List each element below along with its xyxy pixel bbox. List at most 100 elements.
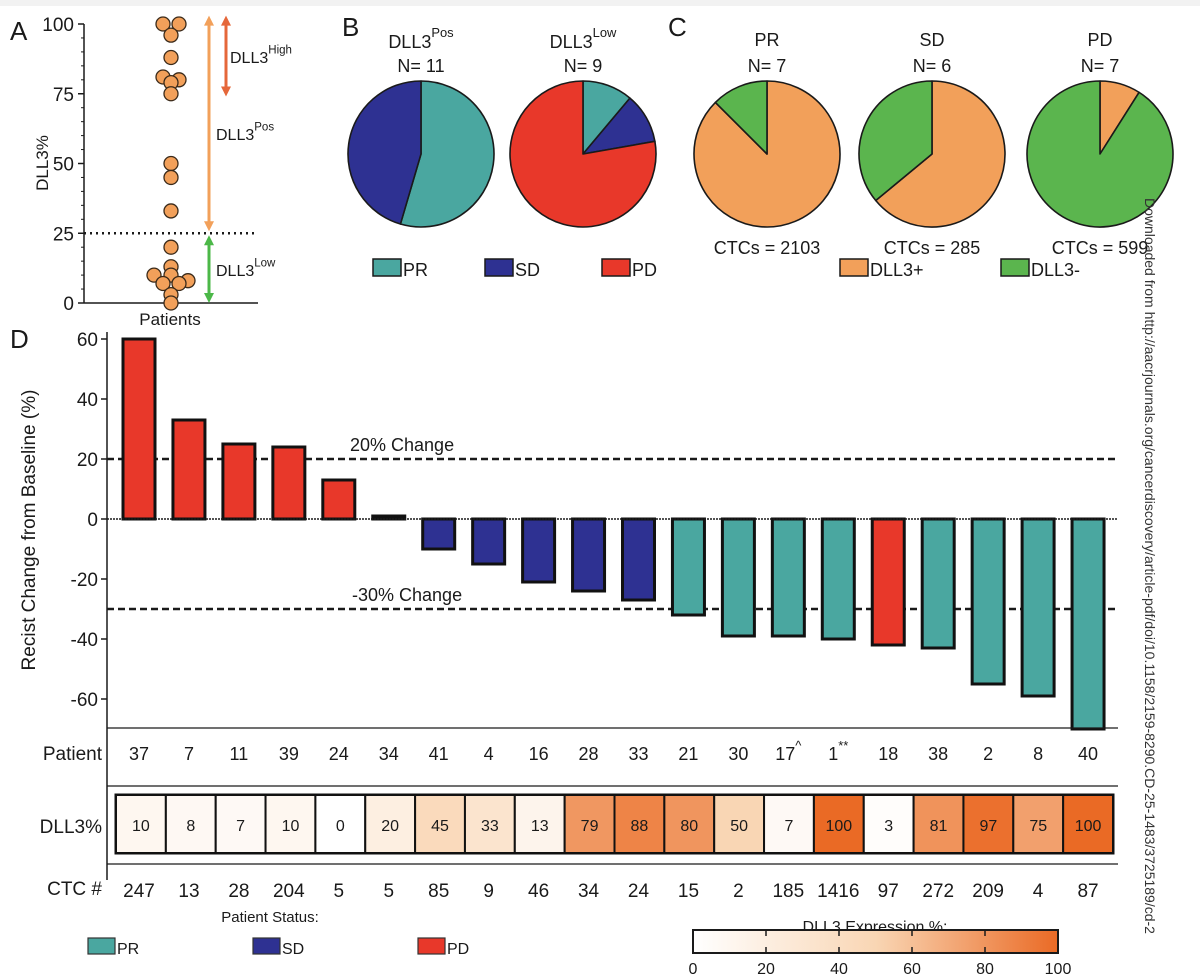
d-patient-id: 38	[928, 744, 948, 764]
d-patient-id: 11	[230, 744, 249, 764]
panel-a-scatter: 0 25 50 75 100 DLL3% Patients DLL3High DLL3Po…	[33, 15, 292, 329]
d-y-tick-label: 0	[87, 510, 98, 531]
d-patient-id: 40	[1078, 744, 1098, 764]
a-label-dll3-low: DLL3Low	[216, 257, 276, 280]
d-heatmap-value: 13	[531, 818, 549, 835]
d-ctc-count: 85	[428, 881, 449, 902]
b-legend-label-pd: PD	[632, 260, 657, 280]
d-patient-id: 8	[1033, 744, 1043, 764]
d-bar	[421, 517, 457, 551]
d-patient-id: 34	[379, 744, 399, 764]
d-heatmap-cell	[214, 794, 267, 854]
a-data-point	[163, 27, 179, 43]
a-y-tick-label: 75	[53, 85, 74, 106]
d-patient-id: 16	[529, 744, 549, 764]
c-pie-ctc-label: CTCs = 599	[1052, 238, 1149, 258]
d-heatmap-cell	[713, 794, 766, 854]
d-heatmap-cell	[962, 794, 1015, 854]
d-heatmap-value: 75	[1029, 818, 1047, 835]
d-ctc-count: 28	[228, 881, 249, 902]
d-heatmap-value: 100	[1075, 818, 1102, 835]
d-status-legend-label-pd: PD	[447, 941, 469, 958]
d-ctc-count: 87	[1077, 881, 1098, 902]
a-data-point	[163, 239, 179, 255]
colorbar-tick-label: 0	[689, 961, 698, 976]
colorbar-tick-label: 80	[976, 961, 994, 976]
d-heatmap-value: 20	[381, 818, 399, 835]
c-pie-ctc-label: CTCs = 285	[884, 238, 981, 258]
d-ctc-count: 9	[483, 881, 494, 902]
d-ctc-count: 185	[772, 881, 804, 902]
d-ctc-count: 247	[123, 881, 155, 902]
d-ctc-count: 13	[178, 881, 199, 902]
c-legend-label-dll3-pos: DLL3+	[870, 260, 924, 280]
d-bar	[321, 478, 357, 521]
a-data-point	[155, 16, 171, 32]
c-pie-2-slice-dll3neg	[858, 80, 933, 202]
d-heatmap-cell	[812, 794, 865, 854]
c-legend-swatch-dll3-neg	[1000, 258, 1030, 277]
d-patient-id: 21	[678, 744, 698, 764]
a-arrow-low-head-bottom	[204, 293, 214, 303]
d-y-tick-label: 20	[77, 450, 98, 471]
a-data-point	[171, 275, 187, 292]
d-bar	[571, 517, 607, 593]
c-pie-n-label: N= 7	[1081, 56, 1120, 76]
d-bar	[970, 517, 1006, 686]
a-data-point	[163, 49, 179, 66]
d-ctc-count: 2	[733, 881, 744, 902]
d-bar	[1020, 517, 1056, 698]
d-heatmap-cell	[613, 794, 666, 854]
panel-b-pies: DLL3Pos N= 11 DLL3Low N= 9 PR SD PD	[347, 25, 657, 280]
d-ctc-count: 5	[383, 881, 394, 902]
d-heatmap-cell	[364, 794, 417, 854]
d-bar	[870, 517, 906, 647]
colorbar-tick-label: 20	[757, 961, 775, 976]
d-status-legend-label-pr: PR	[117, 941, 139, 958]
b-legend-swatch-pd	[601, 258, 631, 277]
d-patient-id: 37	[129, 744, 149, 764]
status-legend-title: Patient Status:	[221, 909, 319, 926]
top-strip	[0, 0, 1200, 6]
d-heatmap-value: 79	[581, 818, 599, 835]
d-heatmap-value: 45	[431, 818, 449, 835]
d-patient-id: 7	[184, 744, 194, 764]
c-pie-title: PR	[754, 30, 779, 50]
a-arrow-pos-head-bottom	[204, 221, 214, 232]
d-ctc-count: 15	[678, 881, 699, 902]
d-bar	[720, 517, 756, 638]
d-heatmap-value: 33	[481, 818, 499, 835]
a-arrow-high-head-bottom	[221, 86, 231, 97]
a-data-point	[163, 203, 179, 219]
d-heatmap-value: 81	[930, 818, 948, 835]
d-patient-id: 24	[329, 744, 349, 764]
row-label-dll3: DLL3%	[40, 817, 102, 838]
row-label-ctc: CTC #	[47, 879, 102, 900]
d-bar	[820, 517, 856, 641]
a-arrow-low-head-top	[204, 235, 214, 246]
b-pie-1-slice-sd	[347, 80, 422, 225]
d-y-tick-label: -60	[71, 690, 98, 711]
d-bar	[471, 517, 507, 566]
a-data-point	[155, 275, 171, 292]
a-data-point	[163, 169, 179, 186]
a-y-tick-label: 100	[42, 15, 74, 36]
d-reference-label: 20% Change	[350, 435, 454, 455]
d-patient-id: 18	[878, 744, 898, 764]
d-ctc-count: 24	[628, 881, 650, 902]
d-y-tick-label: -40	[71, 630, 98, 651]
colorbar-tick-label: 40	[830, 961, 848, 976]
a-arrow-high-head-top	[221, 15, 231, 26]
panel-d-waterfall: Recist Change from Baseline (%) 6040200-…	[19, 330, 1118, 976]
d-patient-id: 2	[983, 744, 993, 764]
d-bar	[920, 517, 956, 650]
c-legend-label-dll3-neg: DLL3-	[1031, 260, 1080, 280]
d-heatmap-value: 0	[336, 818, 345, 835]
d-bar	[271, 445, 307, 521]
b-legend-label-pr: PR	[403, 260, 428, 280]
a-data-point	[163, 86, 179, 102]
b-legend-swatch-pr	[372, 258, 402, 277]
d-patient-id: 4	[484, 744, 494, 764]
download-watermark: Downloaded from http://aacrjournals.org/…	[1142, 198, 1158, 934]
